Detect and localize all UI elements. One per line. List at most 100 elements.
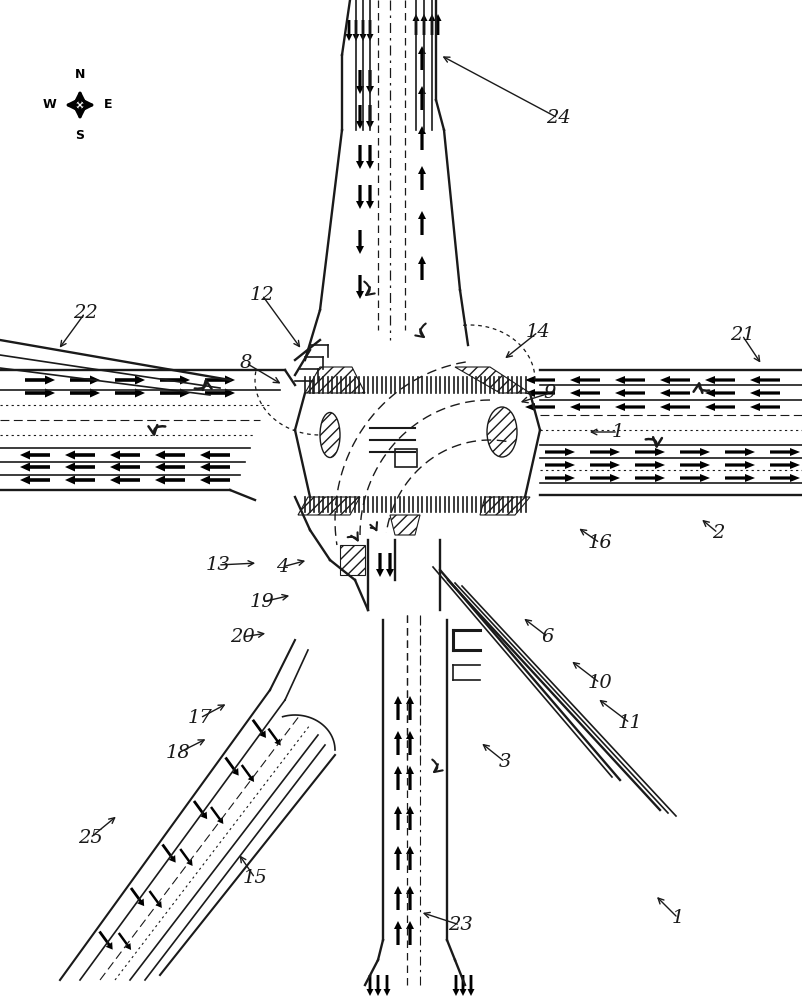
FancyArrow shape: [770, 461, 800, 469]
FancyArrow shape: [418, 126, 426, 150]
FancyArrow shape: [115, 388, 145, 397]
FancyArrow shape: [118, 932, 131, 950]
Polygon shape: [298, 497, 360, 515]
FancyArrow shape: [155, 476, 185, 485]
FancyArrow shape: [346, 20, 353, 41]
Text: 24: 24: [545, 109, 570, 127]
FancyArrow shape: [418, 46, 426, 70]
Polygon shape: [340, 545, 365, 575]
FancyArrow shape: [615, 376, 645, 384]
FancyArrow shape: [394, 806, 402, 830]
FancyArrow shape: [406, 806, 414, 830]
Polygon shape: [390, 515, 420, 535]
FancyArrow shape: [359, 20, 367, 41]
FancyArrow shape: [406, 846, 414, 870]
FancyArrow shape: [428, 14, 435, 35]
Polygon shape: [455, 367, 530, 393]
FancyArrow shape: [148, 890, 162, 908]
FancyArrow shape: [200, 450, 230, 460]
FancyArrow shape: [680, 448, 710, 456]
FancyArrow shape: [525, 403, 555, 411]
Polygon shape: [305, 367, 365, 393]
Text: 1: 1: [672, 909, 684, 927]
FancyArrow shape: [660, 376, 690, 384]
FancyArrow shape: [65, 462, 95, 472]
FancyArrow shape: [110, 450, 140, 460]
Bar: [395, 449, 417, 467]
FancyArrow shape: [200, 476, 230, 485]
Text: 3: 3: [499, 753, 511, 771]
FancyArrow shape: [252, 719, 266, 738]
FancyArrow shape: [525, 376, 555, 384]
FancyArrow shape: [394, 846, 402, 870]
FancyArrow shape: [267, 728, 281, 746]
FancyArrow shape: [418, 211, 426, 235]
FancyArrow shape: [20, 450, 50, 460]
FancyArrow shape: [383, 975, 391, 996]
Text: 11: 11: [618, 714, 642, 732]
FancyArrow shape: [570, 376, 600, 384]
FancyArrow shape: [180, 848, 192, 866]
FancyArrow shape: [65, 450, 95, 460]
Text: 6: 6: [542, 628, 554, 646]
FancyArrow shape: [356, 70, 364, 94]
Text: 2: 2: [712, 524, 724, 542]
FancyArrow shape: [65, 476, 95, 485]
FancyArrow shape: [375, 975, 382, 996]
FancyArrow shape: [20, 476, 50, 485]
FancyArrow shape: [210, 806, 223, 824]
FancyArrow shape: [545, 461, 575, 469]
Text: 22: 22: [73, 304, 97, 322]
Text: 23: 23: [448, 916, 472, 934]
FancyArrow shape: [660, 403, 690, 411]
FancyArrow shape: [386, 553, 394, 577]
FancyArrow shape: [356, 230, 364, 254]
FancyArrow shape: [225, 757, 239, 776]
FancyArrow shape: [356, 185, 364, 209]
FancyArrow shape: [110, 476, 140, 485]
Text: 16: 16: [588, 534, 613, 552]
Ellipse shape: [487, 407, 517, 457]
Text: 9: 9: [544, 384, 557, 402]
FancyArrow shape: [366, 145, 374, 169]
Text: 8: 8: [240, 354, 252, 372]
Text: 12: 12: [249, 286, 274, 304]
FancyArrow shape: [376, 553, 384, 577]
FancyArrow shape: [394, 886, 402, 910]
Text: 13: 13: [205, 556, 230, 574]
Text: 1: 1: [612, 423, 624, 441]
Text: S: S: [75, 129, 84, 142]
FancyArrow shape: [460, 975, 467, 996]
FancyArrow shape: [725, 474, 755, 482]
FancyArrow shape: [192, 800, 207, 819]
FancyArrow shape: [435, 14, 441, 35]
FancyArrow shape: [468, 975, 475, 996]
Ellipse shape: [320, 412, 340, 458]
FancyArrow shape: [130, 887, 144, 906]
FancyArrow shape: [406, 731, 414, 755]
FancyArrow shape: [635, 461, 665, 469]
FancyArrow shape: [418, 256, 426, 280]
Text: 15: 15: [243, 869, 267, 887]
Text: 25: 25: [78, 829, 103, 847]
FancyArrow shape: [615, 403, 645, 411]
FancyArrow shape: [418, 86, 426, 110]
FancyArrow shape: [367, 20, 374, 41]
FancyArrow shape: [680, 461, 710, 469]
Text: 4: 4: [276, 558, 288, 576]
Polygon shape: [480, 497, 530, 515]
FancyArrow shape: [570, 389, 600, 397]
FancyArrow shape: [25, 375, 55, 384]
FancyArrow shape: [570, 403, 600, 411]
FancyArrow shape: [394, 921, 402, 945]
FancyArrow shape: [366, 185, 374, 209]
FancyArrow shape: [161, 844, 176, 863]
FancyArrow shape: [356, 145, 364, 169]
FancyArrow shape: [770, 448, 800, 456]
FancyArrow shape: [200, 462, 230, 472]
FancyArrow shape: [725, 448, 755, 456]
FancyArrow shape: [705, 403, 735, 411]
FancyArrow shape: [770, 474, 800, 482]
FancyArrow shape: [353, 20, 359, 41]
FancyArrow shape: [635, 448, 665, 456]
